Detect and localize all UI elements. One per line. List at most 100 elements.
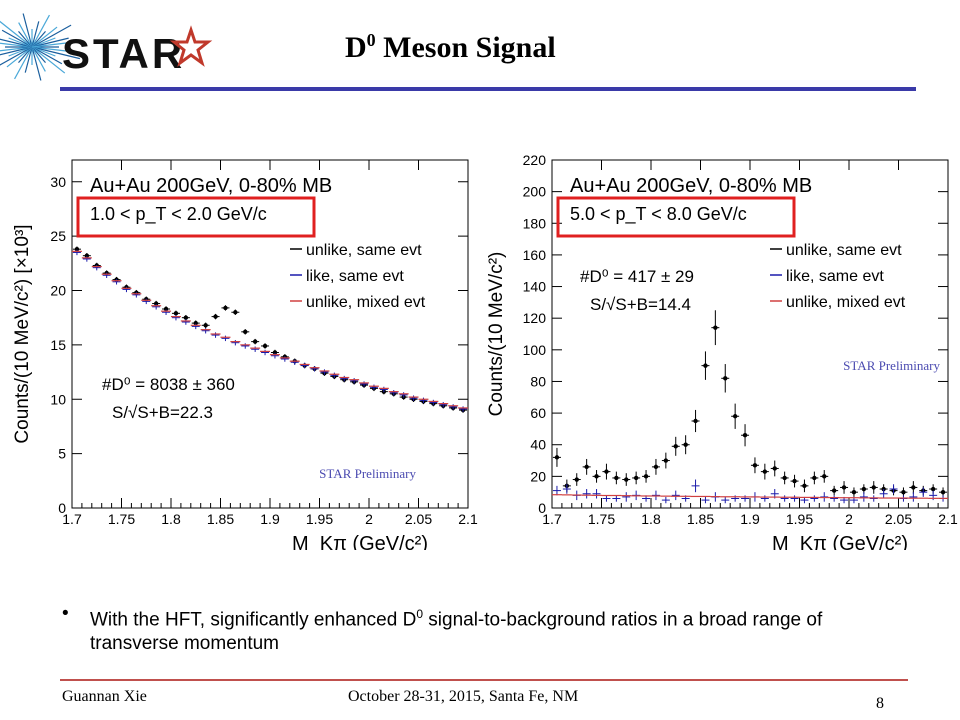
- x-tick-label: 2.05: [885, 511, 912, 527]
- data-point-marker: [153, 301, 159, 306]
- watermark: STAR Preliminary: [843, 358, 940, 373]
- burst-ray: [31, 21, 40, 48]
- data-point-marker: [742, 433, 748, 438]
- burst-ray: [31, 40, 83, 48]
- data-point-marker: [163, 306, 169, 312]
- x-tick-label: 1.85: [687, 511, 714, 527]
- y-axis-label: Counts/(10 MeV/c²): [486, 252, 507, 417]
- burst-ray: [31, 26, 58, 48]
- significance: S/√S+B=22.3: [112, 403, 213, 422]
- x-tick-label: 1.9: [740, 511, 760, 527]
- y-tick-label: 5: [58, 446, 66, 462]
- data-point-marker: [213, 314, 218, 319]
- chart-title: Au+Au 200GeV, 0-80% MB: [570, 175, 812, 197]
- burst-ray: [31, 46, 66, 74]
- x-tick-label: 1.95: [786, 511, 813, 527]
- legend-entry: like, same evt: [306, 268, 404, 285]
- data-point-marker: [554, 455, 560, 460]
- legend-entry: unlike, mixed evt: [786, 294, 906, 311]
- burst-ray: [0, 42, 33, 48]
- x-axis-label: M_Kπ (GeV/c²): [772, 533, 908, 550]
- data-point-marker: [223, 305, 228, 311]
- burst-ray: [31, 24, 72, 48]
- data-point-marker: [604, 469, 609, 474]
- data-point-marker: [871, 485, 876, 490]
- data-point-marker: [901, 489, 906, 495]
- bullet-text: With the HFT, significantly enhanced D0 …: [90, 607, 823, 655]
- burst-ray: [31, 46, 71, 53]
- burst-ray: [31, 46, 46, 63]
- data-point-marker: [713, 325, 718, 330]
- signal-count: #D⁰ = 8038 ± 360: [102, 375, 235, 394]
- burst-ray: [31, 46, 81, 60]
- chart-right: 1.7 1.75 1.8 1.85 1.9 1.95 2 2.05 2.1 0 20 40 60 80 10…: [486, 152, 958, 550]
- highlight-box: [556, 196, 796, 238]
- data-point-marker: [193, 320, 198, 326]
- y-tick-label: 20: [50, 283, 66, 299]
- y-tick-label: 160: [523, 247, 547, 263]
- x-tick-label: 1.8: [641, 511, 661, 527]
- burst-ray: [31, 46, 46, 72]
- x-tick-label: 1.7: [62, 511, 82, 527]
- data-point-marker: [802, 483, 807, 489]
- y-tick-label: 25: [50, 228, 66, 244]
- data-point-marker: [930, 486, 936, 492]
- signal-count: #D⁰ = 417 ± 29: [580, 267, 694, 286]
- star-logo: STAR: [0, 13, 213, 81]
- burst-ray: [1, 29, 33, 48]
- data-point-marker: [262, 343, 268, 349]
- footer-author: Guannan Xie: [62, 688, 147, 705]
- data-point-marker: [233, 310, 238, 315]
- data-point-marker: [84, 253, 90, 258]
- data-point-marker: [861, 486, 867, 492]
- y-tick-label: 15: [50, 337, 66, 353]
- x-tick-label: 2: [365, 511, 373, 527]
- data-point-marker: [633, 475, 639, 481]
- x-tick-label: 2.05: [405, 511, 432, 527]
- data-point-marker: [173, 311, 179, 316]
- data-point-marker: [831, 488, 837, 493]
- data-point-marker: [822, 474, 827, 479]
- y-tick-label: 30: [50, 174, 66, 190]
- burst-ray: [22, 13, 33, 48]
- title-underline: [60, 87, 916, 91]
- pt-range-label: 5.0 < p_T < 8.0 GeV/c: [570, 204, 747, 225]
- data-point-marker: [673, 444, 678, 449]
- y-tick-label: 10: [50, 391, 66, 407]
- y-tick-label: 0: [538, 500, 546, 516]
- burst-ray: [31, 46, 42, 81]
- x-tick-label: 1.75: [588, 511, 615, 527]
- data-point-marker: [782, 475, 787, 481]
- burst-ray: [0, 20, 33, 48]
- highlight-box: [76, 196, 316, 238]
- burst-ray: [18, 22, 33, 48]
- x-tick-label: 2.1: [938, 511, 958, 527]
- y-tick-label: 140: [523, 279, 547, 295]
- x-tick-label: 2.1: [458, 511, 478, 527]
- data-point-marker: [624, 477, 629, 482]
- legend-entry: unlike, same evt: [306, 242, 422, 259]
- y-axis-label: Counts/(10 MeV/c²) [×10³]: [12, 224, 33, 443]
- chart-left: 1.7 1.75 1.8 1.85 1.9 1.95 2 2.05 2.1 0 5 10 15 20 25 3…: [12, 159, 478, 550]
- data-point-marker: [752, 463, 758, 468]
- data-point-marker: [203, 323, 208, 328]
- x-axis-label: M_Kπ (GeV/c²): [292, 533, 428, 550]
- y-tick-label: 200: [523, 184, 547, 200]
- burst-ray: [0, 46, 33, 66]
- data-point-marker: [594, 474, 599, 479]
- x-tick-label: 1.85: [207, 511, 234, 527]
- data-point-marker: [74, 246, 80, 252]
- x-tick-label: 1.95: [306, 511, 333, 527]
- data-point-marker: [772, 466, 777, 471]
- data-point-marker: [653, 464, 659, 470]
- burst-ray: [0, 38, 33, 48]
- data-point-marker: [911, 485, 916, 490]
- data-point-marker: [723, 376, 728, 381]
- significance: S/√S+B=14.4: [590, 295, 691, 314]
- burst-ray: [0, 46, 33, 56]
- y-tick-label: 20: [530, 468, 546, 484]
- data-point-marker: [683, 442, 688, 447]
- legend-entry: unlike, mixed evt: [306, 294, 426, 311]
- burst-ray: [18, 46, 33, 63]
- data-point-marker: [851, 489, 857, 495]
